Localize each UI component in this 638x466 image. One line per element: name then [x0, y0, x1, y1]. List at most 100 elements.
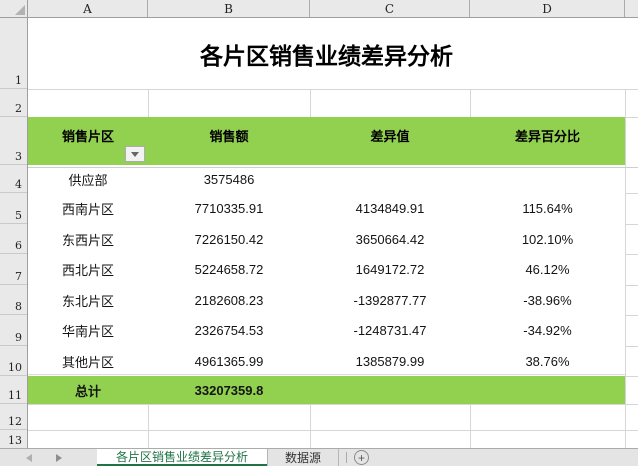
sheet-tab-datasource[interactable]: 数据源: [267, 449, 339, 466]
cell-diff[interactable]: [310, 165, 470, 193]
header-cell-region[interactable]: 销售片区: [28, 117, 148, 165]
cell-sales[interactable]: 2182608.23: [194, 292, 264, 308]
row-header-11[interactable]: 11: [0, 376, 27, 404]
cell-pct[interactable]: 38.76%: [525, 353, 570, 369]
chevron-down-icon: [131, 151, 139, 157]
report-title-cell[interactable]: 各片区销售业绩差异分析: [28, 18, 625, 89]
table-header-row: 销售片区 销售额 差异值 差异百分比: [28, 117, 625, 165]
gridline: [625, 285, 638, 286]
gridline: [625, 315, 638, 316]
cell-sales[interactable]: 5224658.72: [194, 262, 264, 277]
header-cell-sales[interactable]: 销售额: [148, 117, 310, 165]
gridline: [625, 117, 638, 118]
cell-pct[interactable]: [470, 165, 625, 193]
cell-sales[interactable]: 3575486: [203, 171, 255, 187]
cell-diff[interactable]: 1385879.99: [355, 353, 425, 369]
header-cell-pct[interactable]: 差异百分比: [470, 117, 625, 165]
gridline: [470, 89, 471, 117]
filter-dropdown-button[interactable]: [125, 146, 145, 162]
cell-sales[interactable]: 4961365.99: [194, 353, 264, 369]
header-label-region: 销售片区: [61, 129, 114, 144]
row-header-7[interactable]: 7: [0, 254, 27, 285]
add-sheet-button[interactable]: +: [354, 450, 369, 465]
gridline: [625, 224, 638, 225]
table-row: 东北片区 2182608.23 -1392877.77 -38.96%: [28, 285, 625, 315]
cell-region[interactable]: 供应部: [68, 172, 108, 188]
row-header-3[interactable]: 3: [0, 117, 27, 165]
row-header-8[interactable]: 8: [0, 285, 27, 315]
table-row: 西南片区 7710335.91 4134849.91 115.64%: [28, 193, 625, 224]
header-label-diff: 差异值: [370, 129, 410, 144]
gridline: [28, 89, 638, 90]
sheet-tab-bar: 各片区销售业绩差异分析 数据源 +: [0, 448, 638, 466]
table-row: 东西片区 7226150.42 3650664.42 102.10%: [28, 224, 625, 254]
column-header-b[interactable]: B: [148, 0, 310, 17]
row-header-6[interactable]: 6: [0, 224, 27, 254]
total-label-cell[interactable]: 总计: [74, 383, 101, 399]
gridline: [310, 89, 311, 117]
total-sales-cell[interactable]: 33207359.8: [194, 382, 264, 398]
total-top-border: [28, 374, 625, 375]
row-header-strip: 1 2 3 4 5 6 7 8 9 10 11 12 13: [0, 18, 28, 448]
row-header-9[interactable]: 9: [0, 315, 27, 346]
cell-diff[interactable]: 3650664.42: [355, 231, 425, 247]
header-label-pct: 差异百分比: [514, 129, 580, 144]
cell-diff[interactable]: 4134849.91: [355, 201, 425, 216]
total-diff-cell[interactable]: [310, 376, 470, 404]
cell-pct[interactable]: 115.64%: [522, 201, 573, 216]
row-header-12[interactable]: 12: [0, 404, 27, 430]
sheet-tab-active[interactable]: 各片区销售业绩差异分析: [97, 449, 267, 466]
select-all-triangle-icon: [15, 5, 25, 15]
column-header-c[interactable]: C: [310, 0, 470, 17]
gridline: [148, 404, 149, 448]
header-cell-diff[interactable]: 差异值: [310, 117, 470, 165]
tab-scroll-left-icon[interactable]: [26, 454, 32, 462]
row-header-13[interactable]: 13: [8, 434, 22, 447]
cell-sales[interactable]: 7226150.42: [194, 231, 264, 247]
cell-pct[interactable]: -34.92%: [523, 323, 572, 338]
header-bottom-border: [28, 167, 638, 168]
total-pct-cell[interactable]: [470, 376, 625, 404]
row-header-2[interactable]: 2: [0, 89, 27, 117]
cell-region[interactable]: 东北片区: [61, 293, 114, 309]
cell-sales[interactable]: 7710335.91: [194, 201, 264, 216]
select-all-button[interactable]: [0, 0, 28, 18]
gridline: [625, 254, 638, 255]
gridline: [625, 193, 638, 194]
row-header-1[interactable]: 1: [0, 18, 27, 89]
tab-scroll-right-icon[interactable]: [56, 454, 62, 462]
cell-pct[interactable]: 102.10%: [521, 231, 574, 247]
column-header-d[interactable]: D: [470, 0, 625, 17]
cell-diff[interactable]: -1392877.77: [353, 292, 427, 308]
gridline: [625, 376, 638, 377]
cell-region[interactable]: 西南片区: [61, 202, 114, 217]
gridline: [28, 404, 638, 405]
gridline: [625, 89, 626, 448]
cell-pct[interactable]: 46.12%: [525, 262, 570, 277]
table-body: 供应部 3575486 西南片区 7710335.91 4134849.91 1…: [28, 165, 625, 376]
gridline: [28, 430, 638, 431]
cell-region[interactable]: 东西片区: [61, 232, 114, 248]
cell-pct[interactable]: -38.96%: [523, 292, 572, 308]
table-row: 供应部 3575486: [28, 165, 625, 193]
tab-separator: [346, 452, 347, 463]
table-row: 其他片区 4961365.99 1385879.99 38.76%: [28, 346, 625, 376]
column-header-e-partial[interactable]: [625, 0, 638, 17]
cell-sales[interactable]: 2326754.53: [194, 323, 264, 338]
row-header-5[interactable]: 5: [0, 193, 27, 224]
gridline: [148, 89, 149, 117]
cell-region[interactable]: 其他片区: [61, 354, 114, 370]
total-row: 总计 33207359.8: [28, 376, 625, 404]
column-header-a[interactable]: A: [28, 0, 148, 17]
gridline: [310, 404, 311, 448]
column-header-strip: A B C D: [28, 0, 638, 18]
cell-diff[interactable]: -1248731.47: [353, 323, 427, 338]
gridline: [470, 404, 471, 448]
cell-region[interactable]: 华南片区: [61, 324, 114, 339]
row-header-10[interactable]: 10: [0, 346, 27, 376]
cell-region[interactable]: 西北片区: [61, 263, 114, 278]
cell-diff[interactable]: 1649172.72: [355, 262, 425, 277]
row-header-4[interactable]: 4: [0, 165, 27, 193]
plus-icon: +: [357, 450, 365, 465]
